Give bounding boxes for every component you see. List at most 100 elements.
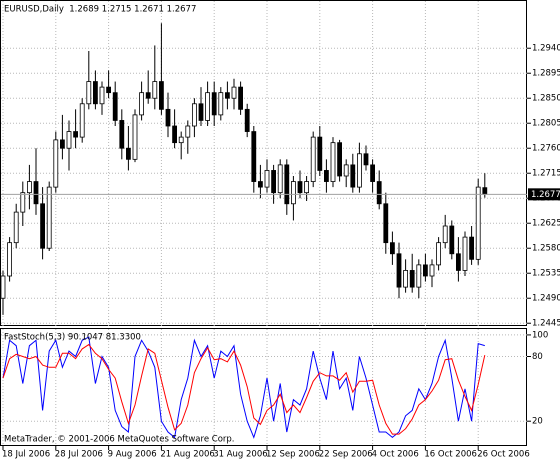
candle-body: [93, 81, 98, 105]
y-tick-label: 1.2445: [532, 319, 560, 329]
candle-body: [396, 253, 402, 288]
y-tick-label: 1.2625: [532, 219, 560, 229]
candle-body: [46, 186, 52, 249]
candle-body: [330, 142, 336, 182]
candle-body: [211, 92, 217, 116]
candle-body: [290, 181, 296, 205]
chart-title: EURUSD,Daily 1.2689 1.2715 1.2671 1.2677: [4, 5, 196, 15]
candle-body: [337, 142, 343, 177]
candle-body: [277, 164, 283, 194]
candle-body: [13, 211, 19, 244]
candle-body: [20, 192, 26, 213]
y-tick-label: 1.2895: [532, 69, 560, 79]
x-tick-label: 12 Sep 2006: [266, 450, 320, 460]
main-panel: [0, 0, 527, 326]
candle-body: [205, 92, 211, 121]
candle-body: [224, 92, 230, 99]
candle-body: [40, 203, 45, 249]
candle-body: [158, 81, 164, 110]
y-tick-label: 100: [532, 330, 548, 340]
candle-body: [317, 136, 323, 171]
candle-body: [370, 164, 376, 182]
candle-body: [257, 181, 263, 188]
x-tick-label: 31 Aug 2006: [213, 450, 267, 460]
candle-body: [442, 225, 448, 244]
last-price-box: [528, 188, 560, 201]
candle-body: [482, 187, 488, 195]
last-price-label: 1.2677: [531, 190, 560, 200]
y-tick-label: 1.2580: [532, 244, 560, 254]
y-tick-label: 1.2535: [532, 269, 560, 279]
x-tick-label: 4 Oct 2006: [372, 450, 419, 460]
candle-body: [66, 131, 72, 149]
candle-body: [198, 103, 204, 121]
candle-body: [429, 264, 435, 277]
candle-body: [178, 136, 184, 144]
candle-body: [112, 92, 118, 121]
candle-body: [363, 153, 369, 166]
candle-body: [350, 164, 356, 188]
candle-body: [251, 131, 257, 182]
candle-body: [475, 186, 481, 260]
candle-body: [356, 153, 362, 188]
candle-body: [218, 92, 224, 116]
candle-body: [172, 125, 178, 144]
sub-panel: [0, 328, 527, 446]
candle-body: [73, 131, 78, 138]
candle-body: [145, 92, 151, 99]
x-tick-label: 21 Aug 2006: [160, 450, 214, 460]
candle-body: [383, 203, 389, 244]
candle-body: [7, 242, 12, 277]
candle-body: [389, 242, 395, 255]
y-tick-label: 1.2715: [532, 169, 560, 179]
candle-body: [284, 164, 290, 205]
y-tick-label: 80: [532, 352, 543, 362]
candle-body: [376, 181, 382, 205]
candle-body: [271, 170, 277, 194]
x-tick-label: 18 Jul 2006: [2, 450, 50, 460]
y-tick-label: 1.2940: [532, 44, 560, 54]
candle-body: [422, 264, 428, 277]
y-tick-label: 1.2490: [532, 294, 560, 304]
x-tick-label: 28 Jul 2006: [55, 450, 103, 460]
candle-body: [449, 225, 455, 255]
y-tick-label: 1.2760: [532, 144, 560, 154]
x-tick-label: 22 Sep 2006: [319, 450, 373, 460]
candle-body: [132, 114, 138, 160]
candle-body: [343, 164, 349, 177]
copyright: MetaTrader, © 2001-2006 MetaQuotes Softw…: [4, 435, 234, 445]
candle-body: [323, 170, 329, 182]
candle-body: [126, 147, 131, 160]
indicator-line: [2, 336, 485, 439]
indicator-title: FastStoch(5,3) 90.1047 81.3300: [4, 333, 141, 343]
x-tick-label: 26 Oct 2006: [477, 450, 530, 460]
candle-body: [165, 108, 171, 127]
candle-body: [238, 86, 244, 110]
candle-body: [86, 81, 92, 105]
candle-body: [436, 242, 442, 266]
candle-body: [53, 139, 59, 188]
x-tick-label: 9 Aug 2006: [108, 450, 157, 460]
y-tick-label: 1.2850: [532, 94, 560, 104]
candle-body: [416, 264, 422, 288]
candle-body: [462, 236, 468, 271]
candle-body: [455, 253, 461, 271]
candle-body: [310, 136, 316, 182]
candle-body: [264, 170, 270, 188]
candle-body: [297, 181, 303, 194]
indicator-line: [2, 343, 486, 435]
candle-body: [185, 125, 191, 138]
candle-body: [191, 103, 197, 127]
candle-body: [244, 108, 250, 132]
candle-body: [409, 270, 415, 288]
candle-body: [403, 270, 409, 288]
candle-body: [26, 181, 32, 194]
candle-body: [106, 86, 111, 94]
x-tick-label: 16 Oct 2006: [424, 450, 477, 460]
candle-body: [99, 86, 105, 105]
candle-body: [231, 86, 237, 99]
y-tick-label: 1.2805: [532, 119, 560, 129]
candle-body: [79, 103, 85, 138]
candle-body: [33, 181, 39, 205]
